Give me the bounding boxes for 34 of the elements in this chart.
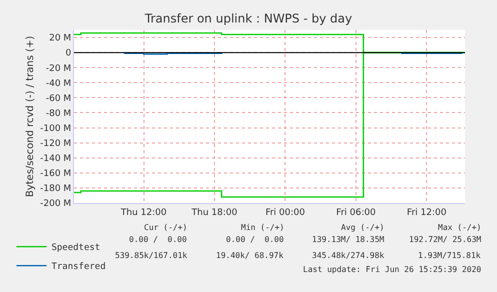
- y-tick-label: 0: [65, 48, 72, 59]
- x-tick-label: Fri 00:00: [265, 208, 306, 218]
- y-tick-label: -120 M: [40, 138, 72, 149]
- y-tick-label: -200 M: [40, 199, 72, 210]
- legend-label: Speedtest: [51, 243, 100, 254]
- text: Avg (-/+): [341, 223, 384, 232]
- text: 1.93M/715.81k: [418, 251, 481, 260]
- text: 345.48k/274.98k: [312, 251, 384, 260]
- y-tick-label: -160 M: [40, 169, 72, 180]
- y-tick-label: -60 M: [46, 94, 72, 104]
- text: 192.72M/ 25.63M: [409, 235, 482, 244]
- text: Cur (-/+): [144, 223, 188, 232]
- text: 0.00 / 0.00: [226, 235, 284, 244]
- y-tick-label: -80 M: [46, 108, 72, 119]
- x-tick-label: Fri 12:00: [406, 208, 447, 218]
- y-tick-label: -140 M: [40, 154, 72, 164]
- y-tick-label: -180 M: [40, 184, 72, 194]
- x-tick-label: Thu 12:00: [120, 208, 167, 218]
- y-tick-label: -100 M: [40, 124, 72, 134]
- x-tick-label: Fri 06:00: [336, 208, 376, 218]
- text: 19.40k/ 68.97k: [216, 251, 284, 260]
- y-tick-label: 20 M: [49, 34, 72, 44]
- text: 139.13M/ 18.35M: [312, 235, 384, 244]
- text: 0.00 / 0.00: [129, 235, 187, 244]
- y-tick-label: -40 M: [46, 78, 72, 89]
- y-tick-label: -20 M: [46, 64, 72, 74]
- text: Last update: Fri Jun 26 15:25:39 2020: [303, 265, 482, 274]
- text: Min (-/+): [241, 223, 284, 232]
- y-axis-title: Bytes/second rcvd (-) / trans (+): [25, 36, 36, 198]
- legend-label: Transfered: [51, 262, 106, 272]
- x-tick-label: Thu 18:00: [190, 208, 238, 218]
- text: 539.85k/167.01k: [115, 251, 188, 260]
- text: Max (-/+): [438, 223, 482, 232]
- chart-title: Transfer on uplink : NWPS - by day: [144, 11, 352, 26]
